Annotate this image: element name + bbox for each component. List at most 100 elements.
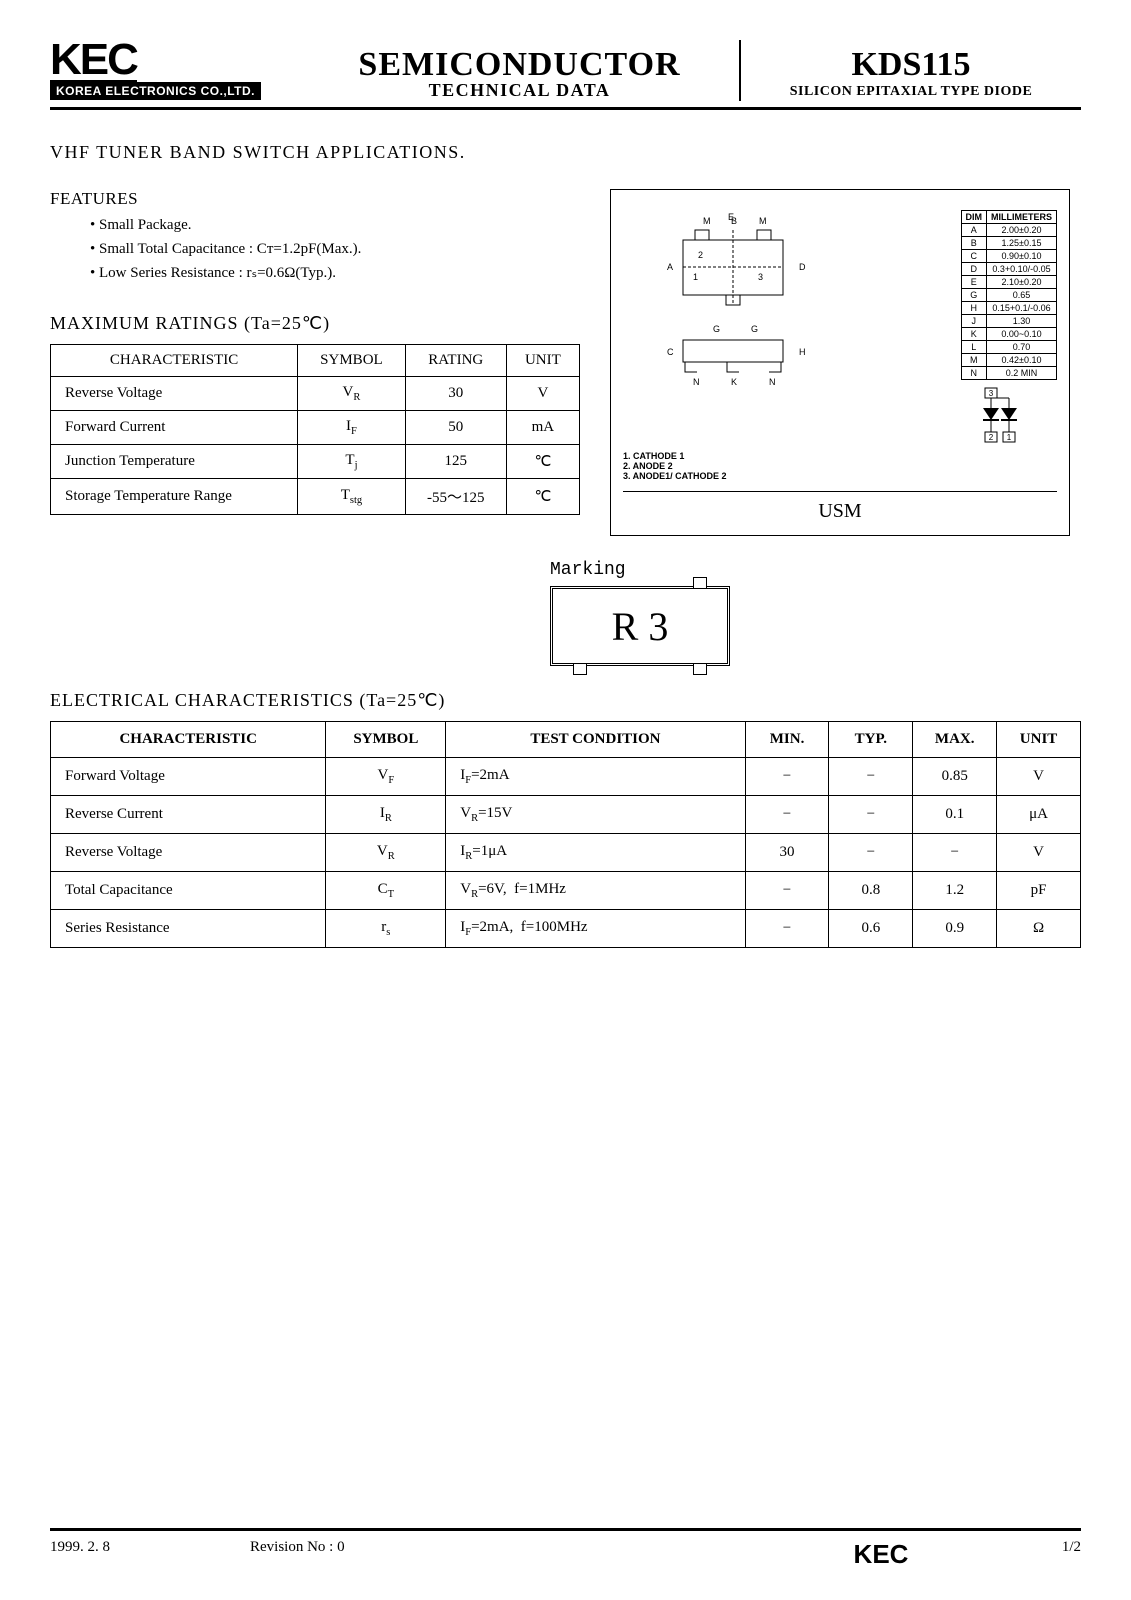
cell-unit: ℃ (506, 445, 579, 479)
col-unit: UNIT (506, 345, 579, 377)
cell-min: − (745, 796, 829, 834)
col-typ: TYP. (829, 722, 913, 758)
dim-val: 1.25±0.15 (987, 237, 1057, 250)
chip-lead-icon (573, 663, 587, 675)
pin-3: 3. ANODE1/ CATHODE 2 (623, 471, 953, 481)
cell-typ: 0.8 (829, 872, 913, 910)
cell-min: − (745, 910, 829, 948)
cell-symbol: IR (326, 796, 446, 834)
package-svg: 1 2 3 B M M A D E (623, 210, 883, 440)
feature-item: Low Series Resistance : rₛ=0.6Ω(Typ.). (90, 261, 580, 285)
left-column: FEATURES Small Package. Small Total Capa… (50, 189, 580, 536)
cell-char: Reverse Voltage (51, 377, 298, 411)
col-dim: DIM (961, 211, 987, 224)
cell-max: 0.85 (913, 758, 997, 796)
cell-rating: 50 (405, 411, 506, 445)
cell-unit: μA (997, 796, 1081, 834)
package-drawing: 1 2 3 B M M A D E (623, 210, 953, 481)
cell-char: Series Resistance (51, 910, 326, 948)
cell-char: Forward Current (51, 411, 298, 445)
cell-cond: IR=1μA (446, 834, 745, 872)
package-inner: 1 2 3 B M M A D E (623, 210, 1057, 481)
svg-text:H: H (799, 347, 806, 357)
cell-cond: VR=6V, f=1MHz (446, 872, 745, 910)
cell-cond: IF=2mA (446, 758, 745, 796)
dim-key: B (961, 237, 987, 250)
diode-symbol-icon: 3 2 1 (961, 386, 1021, 446)
part-number: KDS115 (741, 46, 1081, 84)
dim-val: 0.42±0.10 (987, 354, 1057, 367)
cell-symbol: Tj (298, 445, 406, 479)
dim-key: M (961, 354, 987, 367)
table-row: Forward Voltage VF IF=2mA − − 0.85 V (51, 758, 1081, 796)
dim-val: 0.90±0.10 (987, 250, 1057, 263)
dim-val: 0.00~0.10 (987, 328, 1057, 341)
col-characteristic: CHARACTERISTIC (51, 345, 298, 377)
col-symbol: SYMBOL (298, 345, 406, 377)
cell-unit: Ω (997, 910, 1081, 948)
dim-table-wrapper: DIM MILLIMETERS A2.00±0.20 B1.25±0.15 C0… (961, 210, 1058, 481)
dim-val: 0.15+0.1/-0.06 (987, 302, 1057, 315)
cell-unit: pF (997, 872, 1081, 910)
svg-text:N: N (769, 377, 776, 387)
svg-text:E: E (728, 212, 734, 222)
cell-symbol: CT (326, 872, 446, 910)
col-mm: MILLIMETERS (987, 211, 1057, 224)
marking-code: R 3 (612, 603, 669, 650)
pin-1: 1. CATHODE 1 (623, 451, 953, 461)
company-full-name: KOREA ELECTRONICS CO.,LTD. (50, 82, 261, 100)
cell-symbol: IF (298, 411, 406, 445)
cell-min: 30 (745, 834, 829, 872)
dim-val: 2.10±0.20 (987, 276, 1057, 289)
table-row: G0.65 (961, 289, 1057, 302)
svg-text:K: K (731, 377, 737, 387)
cell-symbol: VR (298, 377, 406, 411)
cell-symbol: Tstg (298, 479, 406, 515)
features-heading: FEATURES (50, 189, 580, 209)
table-header-row: DIM MILLIMETERS (961, 211, 1057, 224)
table-row: D0.3+0.10/-0.05 (961, 263, 1057, 276)
footer-logo: KEC (781, 1539, 981, 1570)
dim-key: N (961, 367, 987, 380)
max-ratings-heading: MAXIMUM RATINGS (Ta=25℃) (50, 313, 580, 334)
cell-symbol: VR (326, 834, 446, 872)
col-unit: UNIT (997, 722, 1081, 758)
content-columns: FEATURES Small Package. Small Total Capa… (50, 189, 1081, 536)
cell-typ: − (829, 834, 913, 872)
max-ratings-table: CHARACTERISTIC SYMBOL RATING UNIT Revers… (50, 344, 580, 515)
svg-text:D: D (799, 262, 806, 272)
table-row: L0.70 (961, 341, 1057, 354)
svg-text:3: 3 (988, 389, 993, 398)
cell-cond: VR=15V (446, 796, 745, 834)
svg-text:2: 2 (988, 433, 993, 442)
dim-key: K (961, 328, 987, 341)
cell-symbol: rs (326, 910, 446, 948)
pin-list: 1. CATHODE 1 2. ANODE 2 3. ANODE1/ CATHO… (623, 451, 953, 481)
table-row: K0.00~0.10 (961, 328, 1057, 341)
table-row: Junction Temperature Tj 125 ℃ (51, 445, 580, 479)
cell-char: Reverse Current (51, 796, 326, 834)
dim-key: L (961, 341, 987, 354)
cell-rating: 30 (405, 377, 506, 411)
cell-cond: IF=2mA, f=100MHz (446, 910, 745, 948)
package-name: USM (623, 491, 1057, 523)
table-row: B1.25±0.15 (961, 237, 1057, 250)
dim-val: 2.00±0.20 (987, 224, 1057, 237)
dim-key: C (961, 250, 987, 263)
svg-text:N: N (693, 377, 700, 387)
svg-text:M: M (759, 216, 767, 226)
footer-date: 1999. 2. 8 (50, 1539, 250, 1570)
footer-page: 1/2 (981, 1539, 1081, 1570)
table-row: A2.00±0.20 (961, 224, 1057, 237)
dim-key: G (961, 289, 987, 302)
package-outline-box: 1 2 3 B M M A D E (610, 189, 1070, 536)
cell-unit: V (997, 758, 1081, 796)
cell-unit: mA (506, 411, 579, 445)
col-characteristic: CHARACTERISTIC (51, 722, 326, 758)
dim-val: 0.65 (987, 289, 1057, 302)
svg-text:1: 1 (1006, 433, 1011, 442)
dimension-table: DIM MILLIMETERS A2.00±0.20 B1.25±0.15 C0… (961, 210, 1058, 380)
dim-val: 0.70 (987, 341, 1057, 354)
chip-lead-icon (693, 577, 707, 589)
cell-rating: 125 (405, 445, 506, 479)
